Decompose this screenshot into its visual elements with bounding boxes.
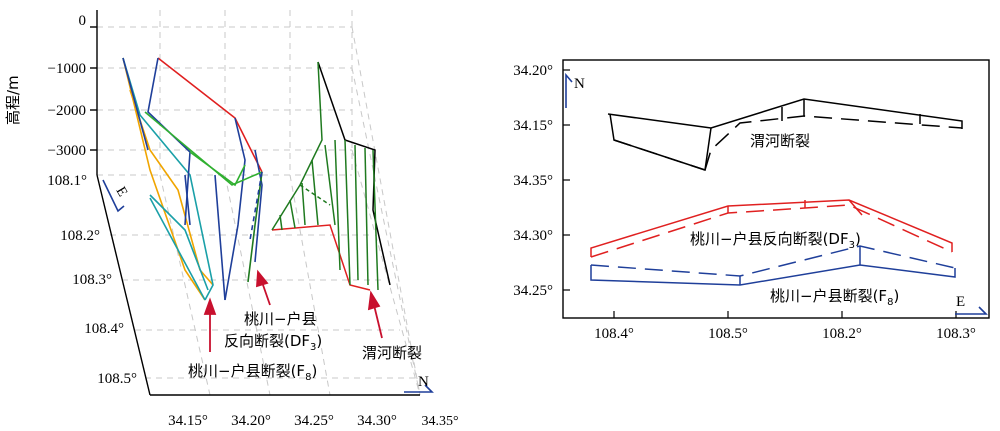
weihe-fault-mesh [271,61,391,291]
east-arrow-icon [102,179,125,213]
f8-annotation: 桃川−户县断裂(F8) [188,362,317,383]
north-compass-label: N [418,374,429,390]
elev-tick-2000: −2000 [48,103,86,119]
map-f8-main: 桃川−户县断裂(F [770,287,887,305]
df3-annotation-main: 反向断裂(DF [224,332,310,350]
east-tick-1084: 108.4° [84,321,124,337]
y-axis-title: 高程/m [4,75,22,125]
map-y-tick-5: 34.25° [513,283,553,299]
north-tick-3415: 34.15° [168,413,208,429]
map-f8-sub: 8 [887,297,893,308]
map-f8-close: ) [893,287,899,305]
map-frame [562,59,990,319]
f8-annotation-sub: 8 [305,372,311,383]
map-x-tick-2: 108.5° [708,326,748,342]
north-tick-3420: 34.20° [231,413,271,429]
north-tick-3435: 34.35° [421,414,458,429]
map-x-tick-4: 108.3° [936,326,976,342]
map-df3-close: ) [855,230,861,248]
map-x-tick-3: 108.2° [822,326,862,342]
map-x-tick-1: 108.4° [594,326,634,342]
map-y-tick-4: 34.30° [513,228,553,244]
annotation-arrows [203,269,383,352]
map-df3-main: 桃川−户县反向断裂(DF [690,230,849,248]
elev-tick-3000: −3000 [48,143,86,159]
east-tick-1085: 108.5° [97,371,137,387]
df3-annotation-close: ) [316,332,322,350]
map-df3-label: 桃川−户县反向断裂(DF3) [690,230,861,251]
map-y-tick-3: 34.35° [513,173,553,189]
east-tick-1083: 108.3° [72,272,112,288]
elev-tick-0: 0 [79,13,87,29]
map-y-tick-1: 34.20° [513,63,553,79]
f8-fault-mesh [122,57,214,301]
map-east-arrow-icon [955,306,988,315]
map-weihe-label: 渭河断裂 [750,132,810,150]
map-east-label: E [956,294,965,310]
map-north-arrow-icon [565,72,573,108]
east-tick-1082: 108.2° [60,228,100,244]
north-tick-3425: 34.25° [294,413,334,429]
east-tick-1081: 108.1° [47,173,87,189]
f8-annotation-close: ) [311,362,317,380]
elev-tick-1000: −1000 [48,61,86,77]
map-weihe-fault [607,98,963,171]
map-f8-label: 桃川−户县断裂(F8) [770,287,899,308]
map-df3-sub: 3 [849,240,855,251]
right-map-panel: 34.20° 34.15° 34.35° 34.30° 34.25° 108.4… [513,59,990,342]
df3-annotation-line2: 反向断裂(DF3) [224,332,322,353]
map-f8-fault [590,245,956,286]
axes-frame [90,10,420,396]
df3-annotation-sub: 3 [310,342,316,353]
df3-annotation-line1: 桃川−户县 [244,310,317,328]
f8-annotation-main: 桃川−户县断裂(F [188,362,305,380]
left-3d-panel: 0 −1000 −2000 −3000 高程/m 108.1° 108.2° 1… [4,10,459,429]
map-df3-fault [590,199,953,258]
east-compass-label: E [113,185,130,200]
grid-lines [96,10,421,396]
north-arrow-icon [404,384,434,393]
df3-fault-mesh [144,57,263,301]
map-y-tick-2: 34.15° [513,118,553,134]
map-north-label: N [574,76,585,92]
north-tick-3430: 34.30° [357,413,397,429]
weihe-annotation: 渭河断裂 [362,344,422,362]
